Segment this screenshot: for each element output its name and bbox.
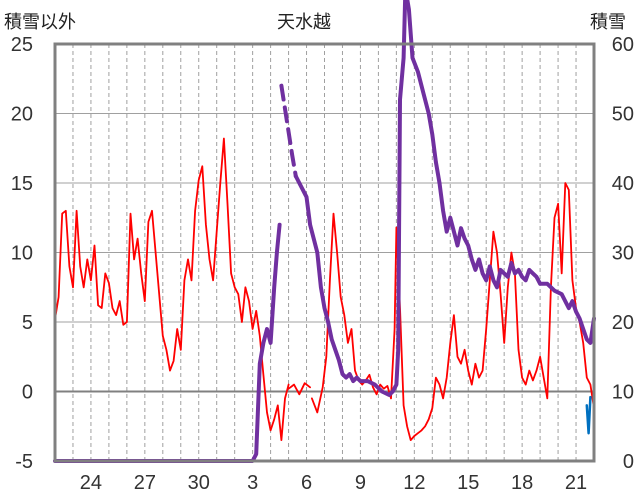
x-tick-label: 21 xyxy=(565,472,587,494)
left-tick-label: 10 xyxy=(11,243,33,265)
right-tick-label: 60 xyxy=(612,34,634,56)
x-tick-label: 9 xyxy=(355,472,366,494)
right-tick-label: 30 xyxy=(612,243,634,265)
x-tick-label: 6 xyxy=(301,472,312,494)
left-tick-label: -5 xyxy=(15,451,33,473)
left-tick-label: 20 xyxy=(11,104,33,126)
temperature-line xyxy=(287,382,312,396)
x-tick-label: 24 xyxy=(80,472,102,494)
snow-depth-line xyxy=(53,222,282,463)
x-tick-label: 18 xyxy=(511,472,533,494)
grid xyxy=(55,44,594,461)
x-tick-label: 3 xyxy=(247,472,258,494)
x-tick-label: 30 xyxy=(188,472,210,494)
chart-title: 天水越 xyxy=(277,12,331,33)
left-tick-label: 0 xyxy=(22,382,33,404)
left-tick-label: 25 xyxy=(11,34,33,56)
precipitation-line xyxy=(585,395,592,435)
right-tick-label: 20 xyxy=(612,312,634,334)
left-axis-label: 積雪以外 xyxy=(4,12,76,33)
snow-depth-line xyxy=(293,0,596,397)
right-tick-label: 10 xyxy=(612,382,634,404)
right-tick-label: 0 xyxy=(623,451,634,473)
plot-border xyxy=(53,42,596,463)
temperature-line xyxy=(310,182,595,442)
right-axis-label: 積雪 xyxy=(590,12,626,33)
x-tick-label: 12 xyxy=(403,472,425,494)
right-tick-label: 40 xyxy=(612,173,634,195)
plot-frame xyxy=(53,42,596,463)
temperature-line xyxy=(54,137,290,442)
series-layer xyxy=(53,0,596,463)
x-tick-label: 15 xyxy=(457,472,479,494)
x-tick-label: 27 xyxy=(134,472,156,494)
left-tick-label: 15 xyxy=(11,173,33,195)
left-tick-label: 5 xyxy=(22,312,33,334)
tick-labels: -5 0 5 10 15 20 25 0 10 20 30 40 50 60 24 27 30 3 6 9 12 15 18… xyxy=(11,34,634,494)
right-tick-label: 50 xyxy=(612,104,634,126)
snow-depth-line xyxy=(279,83,298,179)
